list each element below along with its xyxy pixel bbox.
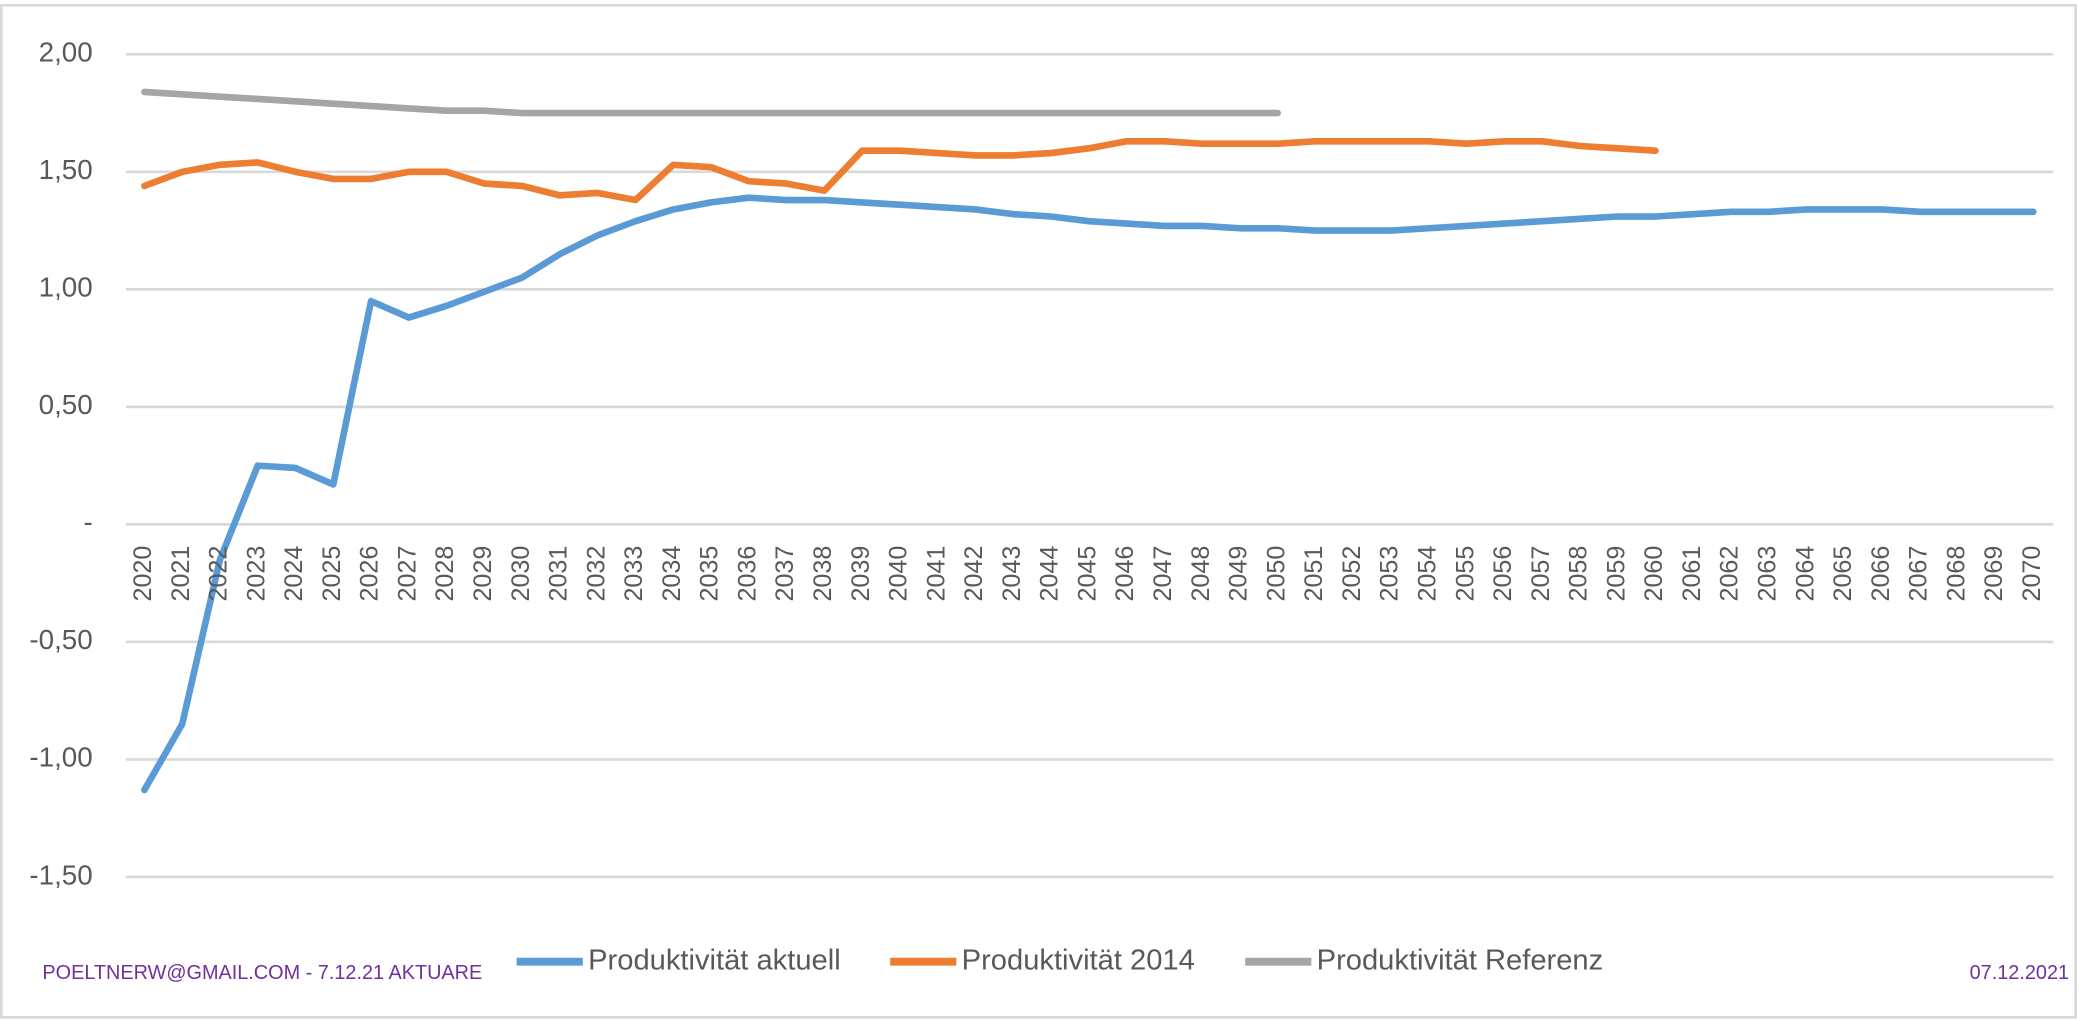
- x-tick-label: 2061: [1678, 546, 1706, 602]
- legend-label: Produktivität 2014: [962, 944, 1195, 976]
- x-tick-label: 2060: [1640, 546, 1668, 602]
- x-tick-label: 2059: [1602, 546, 1630, 602]
- x-tick-label: 2021: [167, 546, 195, 602]
- x-tick-label: 2033: [620, 546, 648, 602]
- x-tick-label: 2048: [1187, 546, 1215, 602]
- x-tick-label: 2068: [1942, 546, 1970, 602]
- x-tick-label: 2064: [1791, 546, 1819, 602]
- x-tick-label: 2055: [1451, 546, 1479, 602]
- footer-left: POELTNERW@GMAIL.COM - 7.12.21 AKTUARE: [42, 962, 482, 984]
- x-tick-label: 2045: [1073, 546, 1101, 602]
- x-tick-label: 2067: [1905, 546, 1933, 602]
- x-tick-label: 2040: [885, 546, 913, 602]
- y-tick-label: 1,00: [39, 272, 93, 303]
- x-tick-label: 2069: [1980, 546, 2008, 602]
- line-series: [141, 137, 1659, 204]
- y-tick-label: -0,50: [29, 624, 92, 655]
- legend-label: Produktivität aktuell: [588, 944, 841, 976]
- x-tick-label: 2058: [1565, 546, 1593, 602]
- x-tick-label: 2043: [998, 546, 1026, 602]
- x-tick-label: 2053: [1376, 546, 1404, 602]
- x-tick-label: 2051: [1300, 546, 1328, 602]
- x-tick-label: 2062: [1716, 546, 1744, 602]
- x-tick-label: 2036: [733, 546, 761, 602]
- x-tick-label: 2029: [469, 546, 497, 602]
- x-tick-label: 2047: [1149, 546, 1177, 602]
- x-tick-label: 2052: [1338, 546, 1366, 602]
- y-tick-label: 2,00: [39, 37, 93, 68]
- y-tick-label: 0,50: [39, 389, 93, 420]
- x-tick-label: 2032: [582, 546, 610, 602]
- x-tick-label: 2063: [1753, 546, 1781, 602]
- x-tick-label: 2046: [1111, 546, 1139, 602]
- y-tick-label: -1,00: [29, 742, 92, 773]
- y-tick-label: -1,50: [29, 859, 92, 890]
- x-tick-label: 2070: [2018, 546, 2046, 602]
- x-tick-label: 2039: [847, 546, 875, 602]
- x-tick-label: 2065: [1829, 546, 1857, 602]
- chart-frame: [0, 3, 2077, 1019]
- x-tick-label: 2022: [205, 546, 233, 602]
- footer-right: 07.12.2021: [1970, 962, 2069, 984]
- x-tick-label: 2057: [1527, 546, 1555, 602]
- x-tick-label: 2027: [393, 546, 421, 602]
- x-tick-label: 2020: [129, 546, 157, 602]
- x-tick-label: 2066: [1867, 546, 1895, 602]
- x-tick-label: 2031: [545, 546, 573, 602]
- line-series: [141, 194, 2037, 794]
- y-tick-label: 1,50: [39, 154, 93, 185]
- x-tick-label: 2026: [356, 546, 384, 602]
- x-tick-label: 2028: [431, 546, 459, 602]
- x-tick-label: 2034: [658, 546, 686, 602]
- x-tick-label: 2024: [280, 546, 308, 602]
- x-tick-label: 2050: [1262, 546, 1290, 602]
- x-tick-label: 2037: [771, 546, 799, 602]
- x-tick-label: 2042: [960, 546, 988, 602]
- x-tick-label: 2054: [1413, 546, 1441, 602]
- x-tick-label: 2035: [696, 546, 724, 602]
- line-series: [141, 88, 1282, 117]
- x-tick-label: 2030: [507, 546, 535, 602]
- x-tick-label: 2041: [922, 546, 950, 602]
- x-tick-label: 2025: [318, 546, 346, 602]
- x-tick-label: 2049: [1225, 546, 1253, 602]
- y-tick-label: -: [83, 507, 92, 538]
- x-tick-label: 2023: [242, 546, 270, 602]
- x-tick-label: 2038: [809, 546, 837, 602]
- x-tick-label: 2044: [1036, 546, 1064, 602]
- legend-label: Produktivität Referenz: [1317, 944, 1604, 976]
- x-tick-label: 2056: [1489, 546, 1517, 602]
